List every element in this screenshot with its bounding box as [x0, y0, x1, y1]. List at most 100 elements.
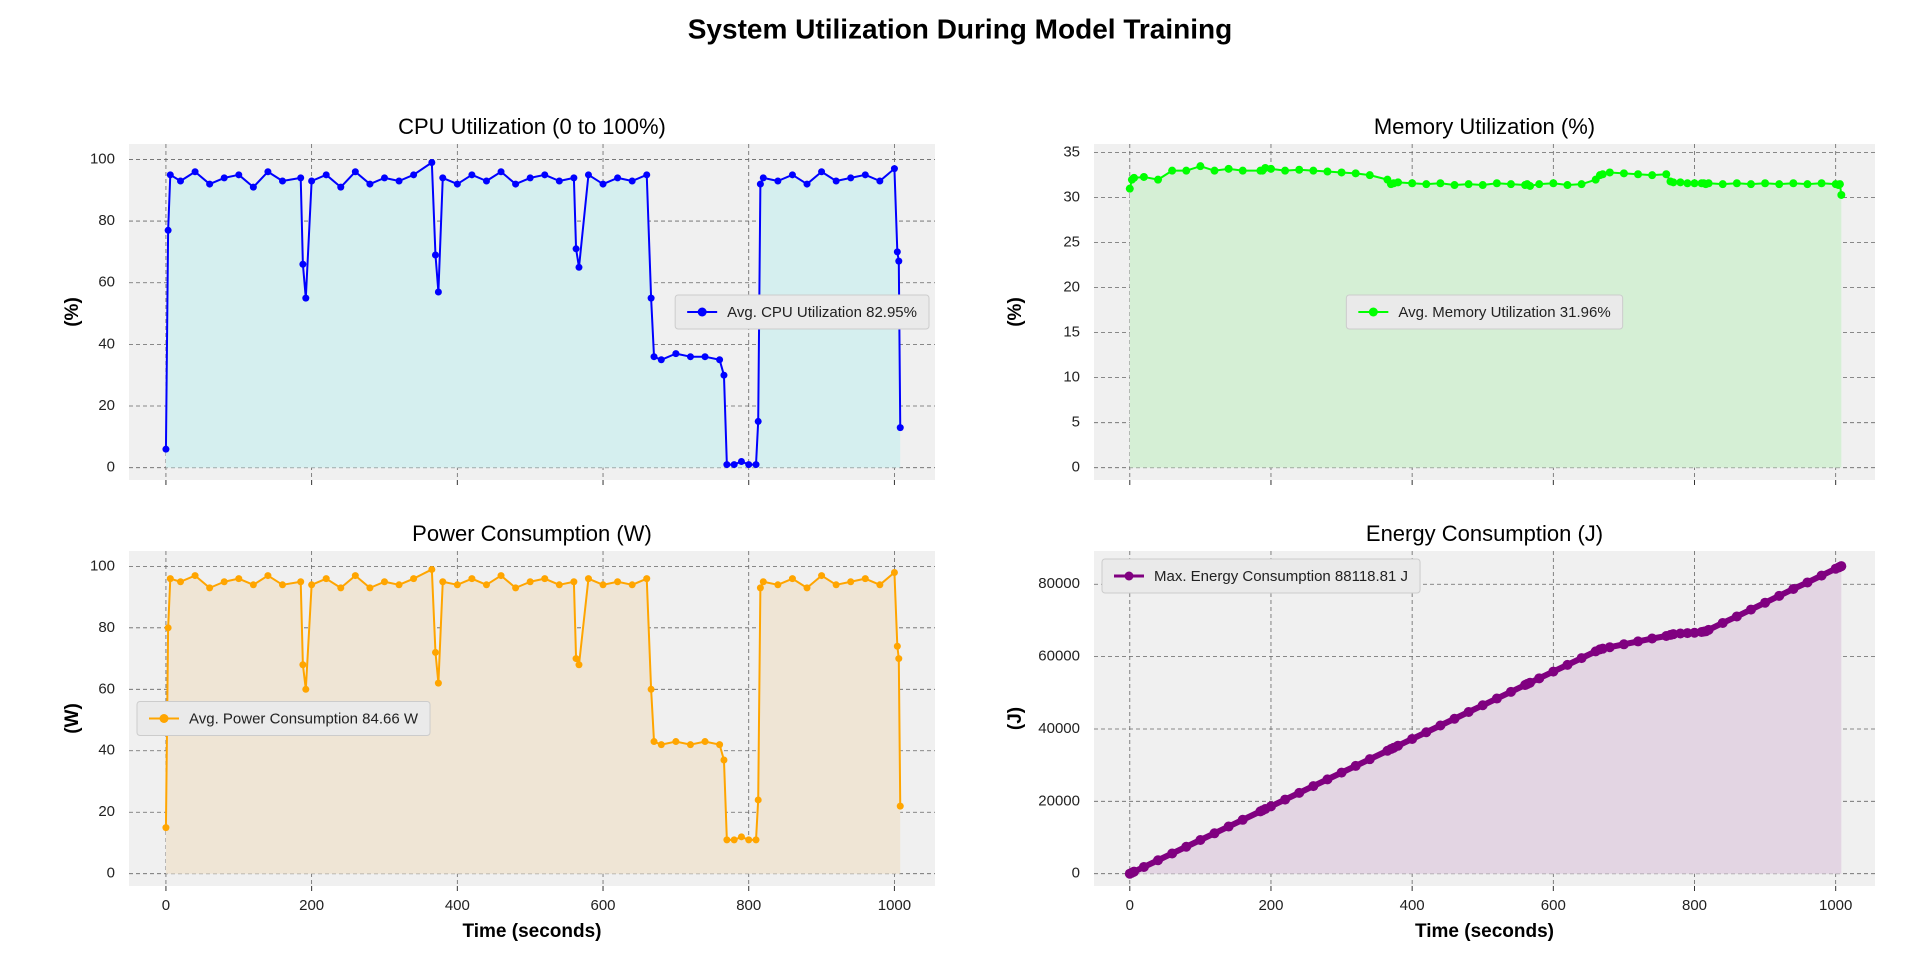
data-point [1563, 181, 1572, 190]
data-point [380, 578, 388, 586]
legend-marker [697, 307, 707, 317]
data-point [434, 679, 442, 687]
y-tick-label: 80 [98, 619, 115, 636]
data-point [1129, 866, 1140, 877]
data-point [643, 171, 651, 179]
data-point [723, 836, 731, 844]
data-point [1449, 713, 1460, 724]
data-point [1323, 167, 1332, 176]
data-point [1669, 178, 1678, 187]
data-point [730, 836, 738, 844]
x-tick-label: 0 [1126, 897, 1134, 914]
data-point [628, 581, 636, 589]
data-point [686, 741, 694, 749]
data-point [876, 177, 884, 185]
legend-box [1101, 558, 1421, 594]
data-point [788, 171, 796, 179]
data-point [439, 174, 447, 182]
data-point [737, 833, 745, 841]
data-point [1153, 855, 1164, 866]
data-point [1491, 693, 1502, 704]
x-tick-label: 0 [162, 897, 170, 914]
y-tick-label: 20 [98, 803, 115, 820]
data-point [818, 572, 826, 580]
data-point [380, 174, 388, 182]
data-point [890, 165, 898, 173]
data-point [720, 756, 728, 764]
data-point [1788, 583, 1799, 594]
data-point [1266, 164, 1275, 173]
data-point [1789, 179, 1798, 188]
data-point [1478, 181, 1487, 190]
y-tick-label: 20000 [1038, 792, 1080, 809]
data-point [235, 171, 243, 179]
data-point [1223, 821, 1234, 832]
data-point [570, 174, 578, 182]
y-tick-label: 60000 [1038, 648, 1080, 665]
data-point [1224, 164, 1233, 173]
data-point [896, 424, 904, 432]
data-point [235, 575, 243, 583]
data-point [278, 581, 286, 589]
data-point [302, 685, 310, 693]
data-point [555, 581, 563, 589]
data-point [1704, 179, 1713, 188]
data-point [1450, 181, 1459, 190]
data-point [774, 177, 782, 185]
data-point [896, 802, 904, 810]
y-tick-label: 15 [1063, 324, 1080, 341]
data-point [1683, 179, 1692, 188]
x-tick-label: 400 [1400, 897, 1425, 914]
data-point [1816, 570, 1827, 581]
data-point [541, 575, 549, 583]
data-point [650, 353, 658, 361]
data-point [1435, 720, 1446, 731]
data-point [1745, 604, 1756, 615]
chart-title: CPU Utilization (0 to 100%) [398, 114, 666, 139]
data-point [1604, 642, 1615, 653]
data-point [672, 350, 680, 358]
y-tick-label: 0 [1072, 459, 1080, 476]
data-point [895, 655, 903, 663]
data-point [1294, 787, 1305, 798]
data-point [512, 584, 520, 592]
data-point [497, 572, 505, 580]
data-point [1676, 178, 1685, 187]
data-point [861, 575, 869, 583]
data-point [647, 685, 655, 693]
data-point [1837, 190, 1846, 199]
data-point [1436, 179, 1445, 188]
data-point [1598, 170, 1607, 179]
data-point [264, 168, 272, 176]
data-point [1477, 700, 1488, 711]
data-point [730, 461, 738, 469]
legend-marker [159, 714, 169, 723]
data-point [893, 642, 901, 650]
data-point [297, 174, 305, 182]
data-point [759, 174, 767, 182]
data-point [599, 180, 607, 188]
y-axis-label: (J) [1005, 707, 1026, 730]
data-point [428, 158, 436, 166]
data-point [701, 353, 709, 361]
data-point [745, 836, 753, 844]
data-point [431, 648, 439, 656]
y-tick-label: 20 [1063, 279, 1080, 296]
data-point [1731, 611, 1742, 622]
data-point [1576, 653, 1587, 664]
data-point [572, 655, 580, 663]
data-point [351, 572, 359, 580]
data-point [701, 738, 709, 746]
data-point [890, 569, 898, 577]
data-point [1337, 168, 1346, 177]
data-point [1492, 179, 1501, 188]
data-point [541, 171, 549, 179]
data-point [177, 177, 185, 185]
data-point [803, 180, 811, 188]
data-point [1365, 171, 1374, 180]
data-point [1718, 180, 1727, 189]
data-point [337, 584, 345, 592]
data-point [1505, 686, 1516, 697]
